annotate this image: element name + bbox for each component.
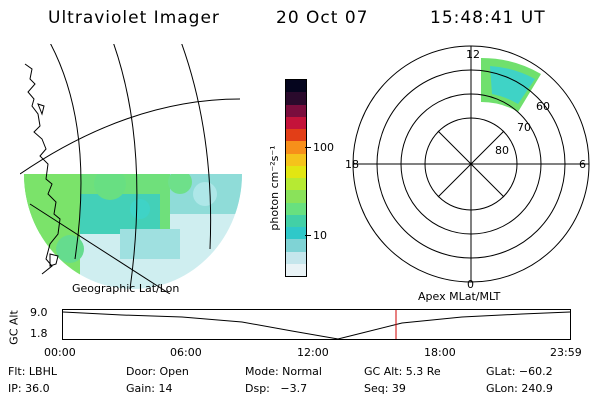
mlt-label-6: 6	[579, 158, 586, 171]
mlat-label-80: 80	[495, 144, 509, 157]
instrument-title: Ultraviolet Imager	[48, 8, 220, 28]
colorbar-band	[286, 227, 306, 240]
info-glat: GLat: −60.2	[486, 365, 553, 378]
info-dsp: Dsp: −3.7	[245, 382, 308, 395]
colorbar-band	[286, 116, 306, 129]
date-label: 20 Oct 07	[276, 8, 369, 28]
xtick-0000: 00:00	[44, 346, 76, 359]
xtick-2359: 23:59	[550, 346, 582, 359]
aurora-image-polar	[481, 57, 541, 112]
gc-altitude-plot	[62, 309, 571, 340]
colorbar-band	[286, 153, 306, 166]
aurora-image	[24, 174, 242, 289]
mlt-label-12: 12	[466, 48, 480, 61]
ytick-1.8: 1.8	[30, 327, 48, 340]
info-door: Door: Open	[126, 365, 189, 378]
time-label: 15:48:41 UT	[430, 8, 546, 28]
mlt-label-0: 0	[467, 278, 474, 291]
colorbar-band	[286, 129, 306, 142]
colorbar-band	[286, 165, 306, 178]
colorbar-tickmark	[305, 235, 311, 236]
colorbar-tick-100: 100	[313, 141, 334, 154]
colorbar-band	[286, 80, 306, 93]
colorbar-band	[286, 190, 306, 203]
info-seq: Seq: 39	[364, 382, 406, 395]
colorbar-band	[286, 104, 306, 117]
mlat-label-60: 60	[536, 100, 550, 113]
geographic-map: Geographic Lat/Lon	[20, 44, 242, 294]
colorbar-band	[286, 239, 306, 252]
colorbar	[285, 79, 307, 277]
ytick-9: 9.0	[30, 306, 48, 319]
colorbar-band	[286, 214, 306, 227]
colorbar-band	[286, 92, 306, 105]
xtick-1200: 12:00	[297, 346, 329, 359]
info-mode: Mode: Normal	[245, 365, 322, 378]
colorbar-tick-10: 10	[313, 229, 327, 242]
xtick-0600: 06:00	[170, 346, 202, 359]
info-ip: IP: 36.0	[8, 382, 50, 395]
mlt-label-18: 18	[345, 158, 359, 171]
gc-alt-ylabel: GC Alt	[7, 310, 21, 345]
colorbar-band	[286, 141, 306, 154]
info-flt: Flt: LBHL	[8, 365, 57, 378]
colorbar-band	[286, 178, 306, 191]
colorbar-band	[286, 251, 306, 264]
mlat-label-70: 70	[517, 121, 531, 134]
info-gc-alt: GC Alt: 5.3 Re	[364, 365, 441, 378]
colorbar-unit-label: photon cm⁻²s⁻¹	[268, 145, 281, 231]
xtick-1800: 18:00	[424, 346, 456, 359]
left-map-label: Geographic Lat/Lon	[72, 282, 179, 294]
info-gain: Gain: 14	[126, 382, 173, 395]
polar-mlat-mlt-plot: 12 18 6 0 60 70 80 Apex MLat/MLT	[345, 45, 590, 302]
colorbar-band	[286, 202, 306, 215]
colorbar-band	[286, 263, 306, 276]
right-map-label: Apex MLat/MLT	[418, 290, 501, 302]
colorbar-tickmark	[305, 147, 311, 148]
info-glon: GLon: 240.9	[486, 382, 553, 395]
